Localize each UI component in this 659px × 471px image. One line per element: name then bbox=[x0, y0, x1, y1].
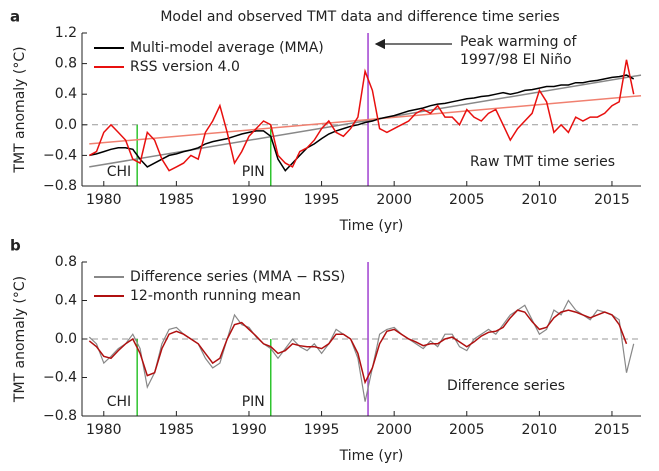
x-tick-label: 2015 bbox=[594, 422, 630, 438]
data-line bbox=[89, 74, 635, 172]
x-tick-label: 1985 bbox=[159, 422, 195, 438]
data-line bbox=[88, 59, 635, 172]
x-tick-label: 1990 bbox=[231, 192, 267, 208]
annotation: Difference series bbox=[447, 378, 565, 394]
event-label: CHI bbox=[107, 164, 131, 180]
x-tick-label: 1985 bbox=[159, 192, 195, 208]
x-tick-label: 2005 bbox=[449, 192, 485, 208]
event-label: PIN bbox=[242, 164, 265, 180]
annotation: Peak warming of bbox=[460, 34, 578, 50]
y-tick-label: 0.4 bbox=[55, 86, 77, 102]
y-tick-label: 0.8 bbox=[55, 254, 77, 270]
x-tick-label: 2005 bbox=[449, 422, 485, 438]
x-axis-label: Time (yr) bbox=[339, 448, 404, 464]
panel-label: b bbox=[10, 237, 21, 255]
event-label: CHI bbox=[107, 394, 131, 410]
y-tick-label: 0.4 bbox=[55, 293, 77, 309]
y-axis-label: TMT anomaly (°C) bbox=[12, 46, 28, 173]
y-tick-label: −0.4 bbox=[43, 147, 77, 163]
legend-label: RSS version 4.0 bbox=[130, 59, 240, 75]
trend-line bbox=[89, 94, 642, 145]
annotation: Raw TMT time series bbox=[470, 154, 615, 170]
y-tick-label: 0.8 bbox=[55, 56, 77, 72]
legend-label: Difference series (MMA − RSS) bbox=[130, 269, 345, 285]
x-tick-label: 1995 bbox=[304, 192, 340, 208]
y-tick-label: −0.8 bbox=[43, 178, 77, 194]
panel: a Model and observed TMT data and differe… bbox=[10, 8, 642, 234]
x-tick-label: 1980 bbox=[86, 422, 122, 438]
annotation: 1997/98 El Niño bbox=[460, 52, 572, 68]
legend-label: Multi-model average (MMA) bbox=[130, 40, 324, 56]
y-axis-label: TMT anomaly (°C) bbox=[12, 276, 28, 403]
x-tick-label: 2015 bbox=[594, 192, 630, 208]
panel: b CHI PIN −0.8 −0.4 0.0 0.4 0.8 1980 1985 1990 1995… bbox=[10, 237, 641, 464]
data-line bbox=[88, 309, 628, 385]
y-tick-label: 0.0 bbox=[55, 331, 77, 347]
x-tick-label: 1980 bbox=[86, 192, 122, 208]
y-tick-label: −0.8 bbox=[43, 408, 77, 424]
y-tick-label: 1.2 bbox=[55, 25, 77, 41]
y-tick-label: 0.0 bbox=[55, 117, 77, 133]
y-tick-label: −0.4 bbox=[43, 370, 77, 386]
x-tick-label: 1995 bbox=[304, 422, 340, 438]
x-tick-label: 2000 bbox=[376, 192, 412, 208]
panel-label: a bbox=[10, 8, 20, 26]
legend-label: 12-month running mean bbox=[130, 288, 301, 304]
event-label: PIN bbox=[242, 394, 265, 410]
x-tick-label: 2000 bbox=[376, 422, 412, 438]
chart-title: Model and observed TMT data and differen… bbox=[160, 9, 559, 25]
x-tick-label: 1990 bbox=[231, 422, 267, 438]
x-axis-label: Time (yr) bbox=[339, 218, 404, 234]
data-line bbox=[88, 299, 635, 402]
x-tick-label: 2010 bbox=[522, 192, 558, 208]
x-tick-label: 2010 bbox=[522, 422, 558, 438]
